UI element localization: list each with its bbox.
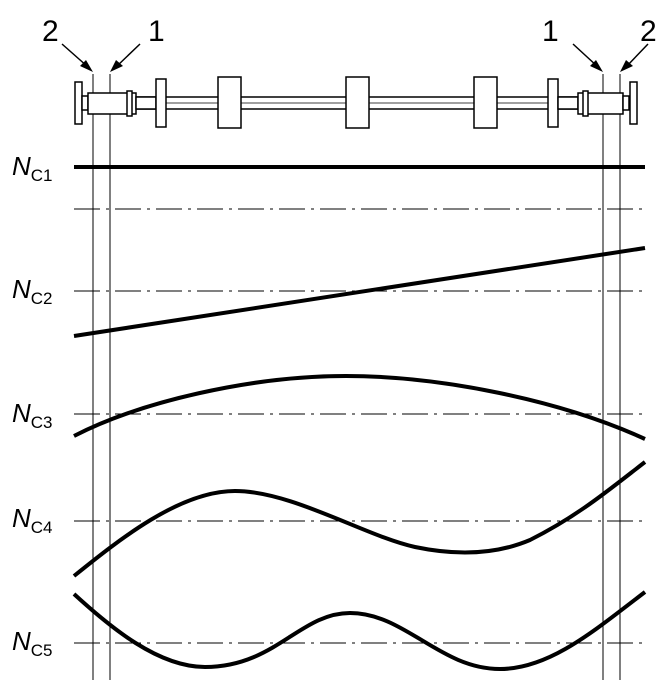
shaft-assembly [74, 76, 638, 129]
label-mode-3: NC3 [12, 398, 53, 432]
disk-2 [345, 76, 370, 129]
label-mode-5: NC5 [12, 626, 53, 660]
mode-shape-c5 [72, 590, 647, 671]
end-collar-right [622, 95, 630, 111]
disk-3 [473, 76, 498, 129]
disk-plate-left [155, 78, 167, 128]
callout-right-outer: 2 [640, 15, 657, 48]
reference-axes [74, 208, 645, 644]
end-flange-left [74, 81, 83, 125]
arrowhead-right-inner [590, 60, 603, 72]
mode-labels: NC1 NC2 NC3 NC4 NC5 [12, 151, 53, 660]
callout-right-inner: 1 [542, 15, 559, 48]
callouts: 2 1 1 2 [42, 15, 657, 72]
label-mode-1: NC1 [12, 151, 53, 185]
label-mode-4: NC4 [12, 503, 53, 537]
disk-plate-right [547, 78, 559, 128]
arrowhead-right-outer [620, 60, 633, 72]
leader-left-inner [115, 43, 141, 68]
end-collar-left [81, 95, 89, 111]
callout-left-inner: 1 [148, 15, 165, 48]
mode-shape-c4 [72, 460, 647, 578]
arrowhead-left-outer [80, 60, 93, 72]
mode-shape-c3 [73, 374, 646, 441]
callout-left-outer: 2 [42, 15, 59, 48]
shaft-step-right [557, 96, 579, 110]
journal-ring-right [582, 90, 589, 117]
mode-shape-c2 [73, 246, 646, 338]
arrowhead-left-inner [110, 60, 123, 72]
label-mode-2: NC2 [12, 274, 53, 308]
mode-shapes [72, 165, 647, 671]
shaft-step-left [135, 96, 157, 110]
bearing-guides [92, 74, 621, 680]
disk-1 [217, 76, 242, 129]
journal-ring-left [126, 90, 133, 117]
end-flange-right [629, 81, 638, 125]
